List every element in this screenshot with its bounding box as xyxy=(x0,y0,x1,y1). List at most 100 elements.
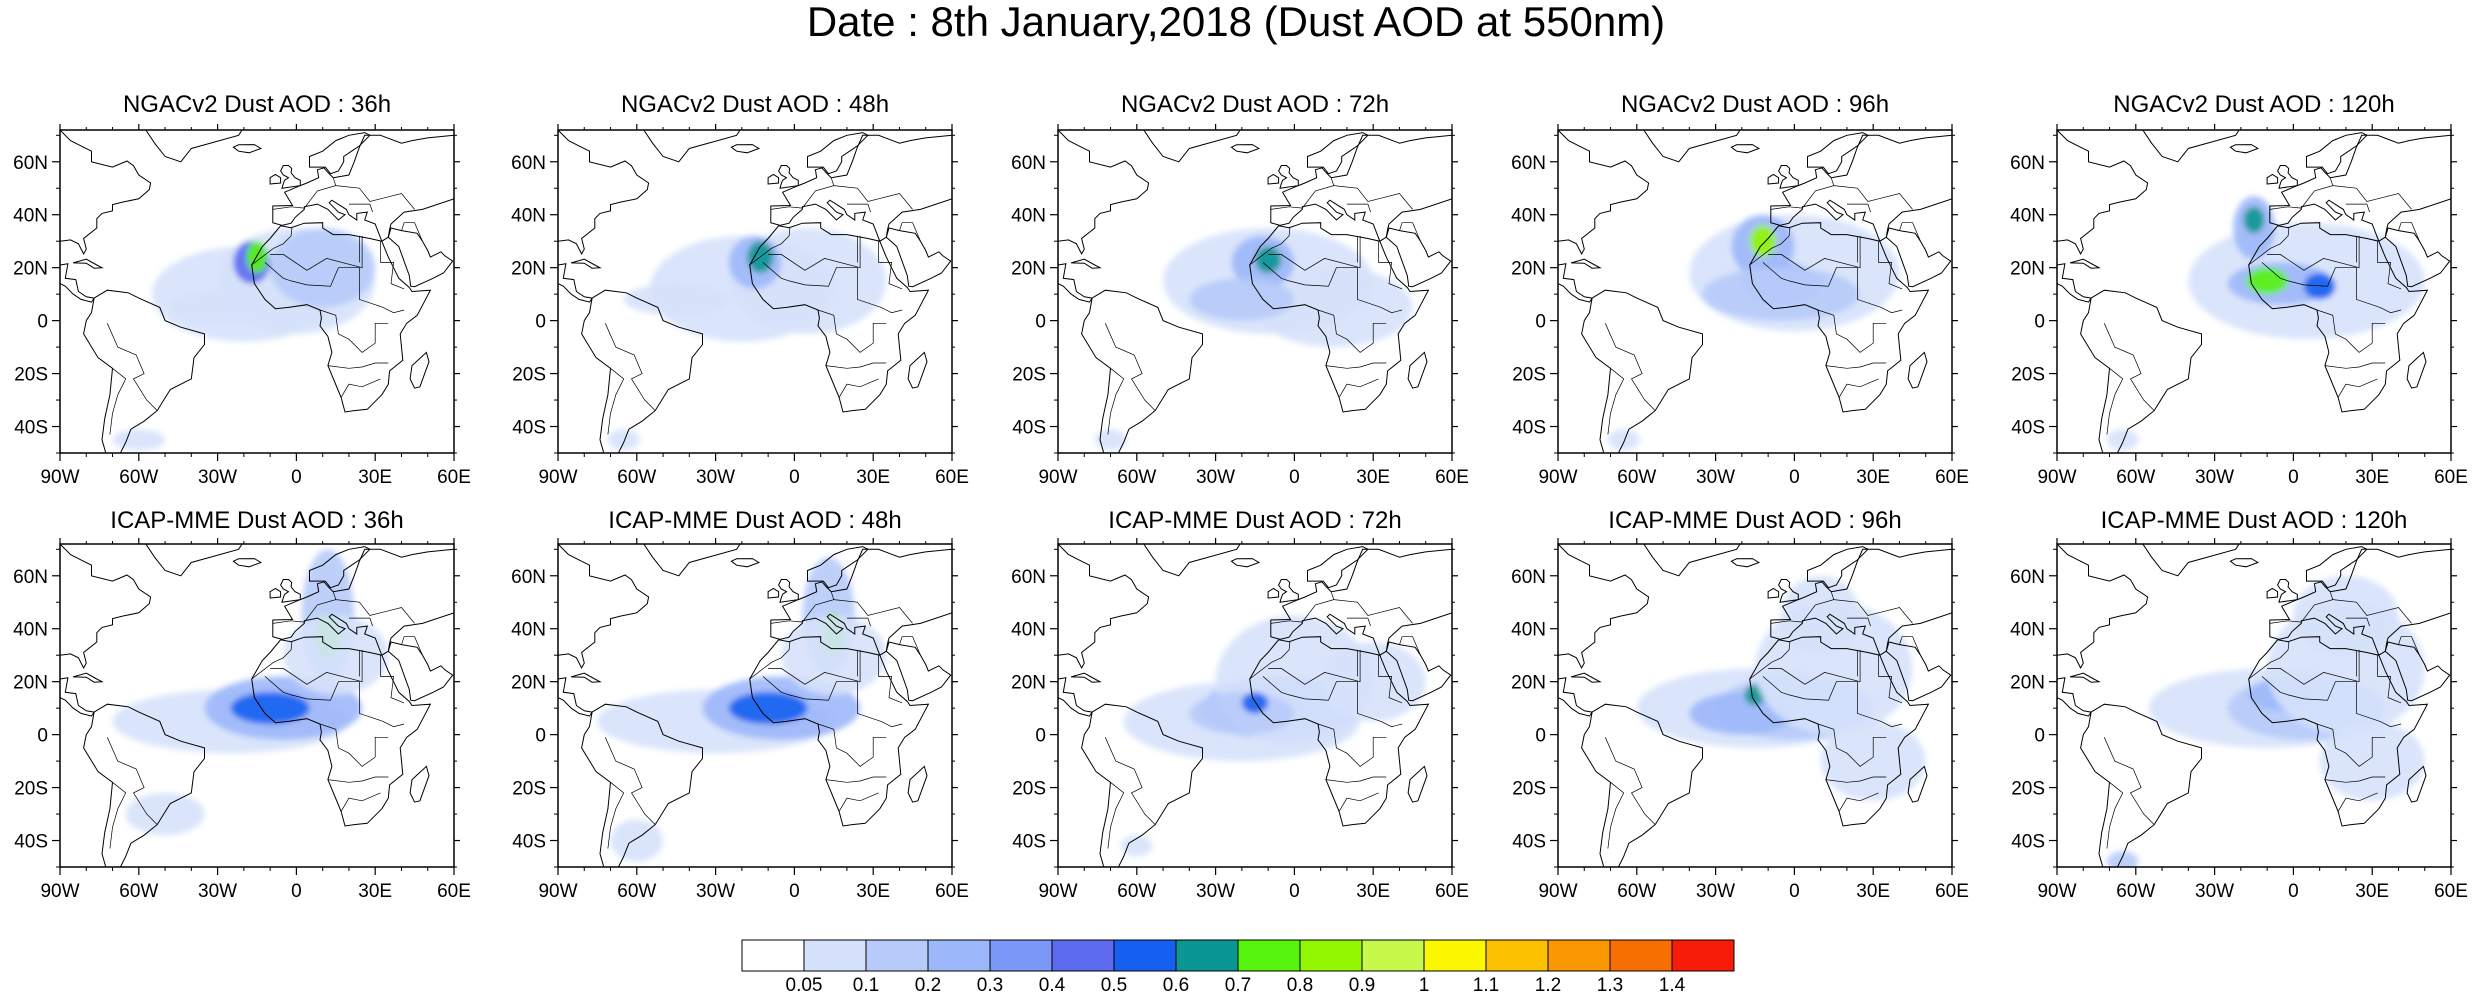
coastline xyxy=(2229,144,2260,154)
country-border xyxy=(846,617,871,627)
country-border xyxy=(1768,235,1861,271)
country-border xyxy=(264,262,405,314)
coastline xyxy=(1778,165,1799,189)
country-border xyxy=(2248,227,2290,266)
country-border xyxy=(1899,222,1921,242)
country-border xyxy=(2345,617,2370,627)
dust-plume xyxy=(1241,692,1269,714)
lat-tick-label: 40N xyxy=(13,206,48,227)
country-border xyxy=(335,599,415,624)
country-border xyxy=(2267,235,2360,271)
lon-tick-label: 30W xyxy=(2195,467,2234,488)
country-border xyxy=(2248,641,2290,680)
coastline xyxy=(558,544,650,669)
coastline xyxy=(251,636,432,827)
lon-tick-label: 90W xyxy=(1538,881,1577,902)
map-frame xyxy=(2056,543,2452,868)
country-border xyxy=(833,599,913,624)
map-frame xyxy=(1557,129,1953,454)
country-border xyxy=(2337,792,2378,812)
coastline xyxy=(269,173,282,185)
country-border xyxy=(251,641,293,680)
dust-field xyxy=(597,557,887,862)
colorbar-swatch xyxy=(1299,939,1363,972)
lat-tick-label: 40S xyxy=(1512,418,1546,439)
lon-tick-label: 30W xyxy=(696,467,735,488)
coastline xyxy=(1070,672,1102,683)
coastline xyxy=(1558,544,1650,669)
colorbar-label: 0.4 xyxy=(1038,975,1066,996)
colorbar-swatch xyxy=(1547,939,1611,972)
country-border xyxy=(380,655,405,704)
lon-tick-label: 30E xyxy=(1856,467,1890,488)
coastline xyxy=(1807,546,1869,589)
country-border xyxy=(899,222,921,242)
lon-tick-label: 30W xyxy=(1196,881,1235,902)
lat-tick-label: 60N xyxy=(1011,153,1046,174)
lat-tick-label: 20N xyxy=(511,673,546,694)
lat-tick-label: 40N xyxy=(1511,620,1546,641)
country-border xyxy=(2106,782,2124,849)
country-border xyxy=(1262,676,1403,728)
colorbar-swatch xyxy=(1671,939,1735,972)
coastline xyxy=(581,289,703,453)
coastline xyxy=(1070,258,1102,269)
country-border xyxy=(762,676,903,728)
colorbar-label: 0.9 xyxy=(1348,975,1376,996)
coastline xyxy=(1581,703,1703,867)
colorbar-swatch xyxy=(1361,939,1425,972)
country-border xyxy=(1833,185,1913,210)
dust-plume xyxy=(2319,721,2425,801)
coastline xyxy=(1407,351,1428,389)
colorbar-label: 0.7 xyxy=(1224,975,1252,996)
coastline xyxy=(1767,587,1780,599)
country-border xyxy=(604,323,656,411)
country-border xyxy=(1346,617,1371,627)
dust-field xyxy=(112,549,389,836)
dust-plume xyxy=(2106,429,2139,451)
lat-tick-label: 60N xyxy=(511,153,546,174)
dust-field xyxy=(607,227,887,451)
colorbar-swatch xyxy=(1237,939,1301,972)
country-border xyxy=(1604,323,1656,411)
country-border xyxy=(1270,177,1335,210)
lat-tick-label: 60N xyxy=(13,153,48,174)
country-border xyxy=(1604,737,1656,825)
coastline xyxy=(1749,636,1930,827)
coastline xyxy=(730,558,761,568)
colorbar-label: 1.1 xyxy=(1472,975,1500,996)
colorbar-swatch xyxy=(803,939,867,972)
coastline xyxy=(232,144,263,154)
lat-tick-label: 0 xyxy=(1535,312,1546,333)
country-border xyxy=(319,309,389,353)
coastline xyxy=(232,558,263,568)
country-border xyxy=(380,241,405,290)
country-border xyxy=(604,737,656,825)
dust-plume xyxy=(2243,206,2265,234)
country-border xyxy=(2316,723,2386,767)
coastline xyxy=(1267,587,1280,599)
coastline xyxy=(1278,579,1299,603)
coastline xyxy=(907,351,928,389)
lon-tick-label: 30E xyxy=(1356,881,1390,902)
lat-tick-label: 40N xyxy=(1011,206,1046,227)
country-border xyxy=(1838,378,1879,398)
map-panel: 90W 60W 30W 0 30E 60E 60N 40N 20N 0 20S 40S xyxy=(1011,124,1469,488)
lat-tick-label: 20S xyxy=(1012,365,1046,386)
lon-tick-label: 60W xyxy=(1617,467,1656,488)
lon-tick-label: 30E xyxy=(2355,881,2389,902)
country-border xyxy=(1333,599,1413,624)
colorbar-label: 1.3 xyxy=(1596,975,1624,996)
lat-tick-label: 40N xyxy=(511,206,546,227)
country-border xyxy=(340,792,381,812)
lon-tick-label: 60W xyxy=(2116,881,2155,902)
country-border xyxy=(1378,655,1403,704)
lon-tick-label: 90W xyxy=(40,881,79,902)
coastline xyxy=(83,703,205,867)
dust-plume xyxy=(125,792,205,836)
lat-tick-label: 40S xyxy=(2011,418,2045,439)
country-border xyxy=(1325,362,1387,369)
country-border xyxy=(2332,599,2412,624)
colorbar-label: 1.4 xyxy=(1658,975,1686,996)
lat-tick-label: 40N xyxy=(13,620,48,641)
